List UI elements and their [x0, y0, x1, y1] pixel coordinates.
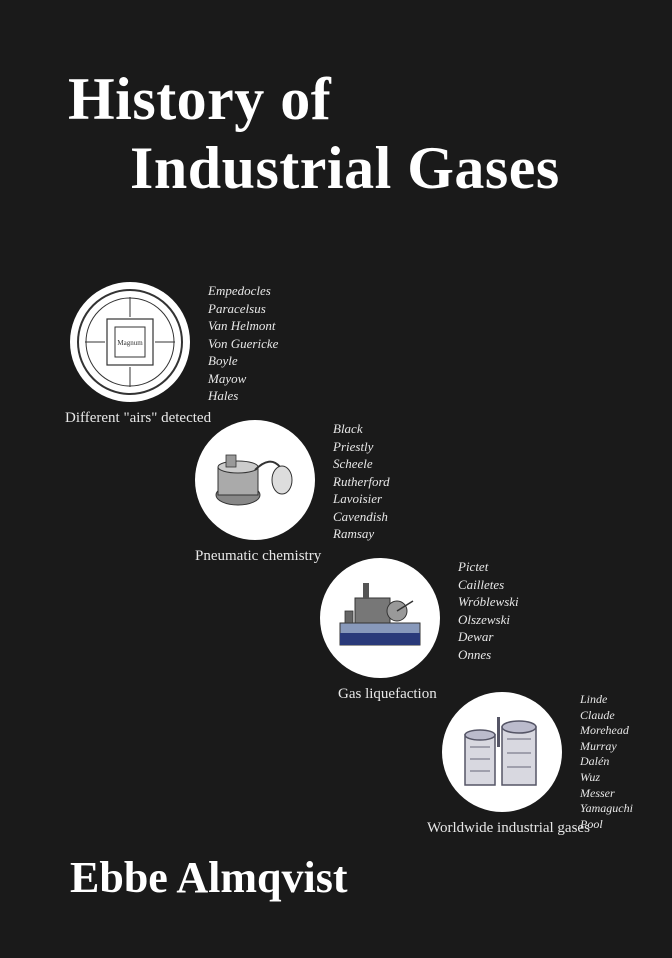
name: Dewar	[458, 628, 519, 646]
name: Lavoisier	[333, 490, 390, 508]
medallion-machine	[320, 558, 440, 678]
name: Van Helmont	[208, 317, 278, 335]
section-pneumatic: Black Priestly Scheele Rutherford Lavois…	[195, 420, 390, 543]
liquefaction-machine-icon	[325, 563, 435, 673]
name: Von Guericke	[208, 335, 278, 353]
name: Olszewski	[458, 611, 519, 629]
caption-3: Gas liquefaction	[338, 686, 437, 703]
author-name: Ebbe Almqvist	[70, 852, 348, 903]
name: Pictet	[458, 558, 519, 576]
section-airs: Magnum Empedocles Paracelsus Van Helmont…	[70, 282, 278, 405]
names-list-3: Pictet Cailletes Wróblewski Olszewski De…	[458, 558, 519, 663]
section-worldwide: Linde Claude Morehead Murray Dalén Wuz M…	[442, 692, 633, 832]
svg-text:Magnum: Magnum	[117, 339, 143, 347]
name: Empedocles	[208, 282, 278, 300]
name: Yamaguchi	[580, 801, 633, 817]
name: Scheele	[333, 455, 390, 473]
names-list-2: Black Priestly Scheele Rutherford Lavois…	[333, 420, 390, 543]
title-block: History of Industrial Gases	[50, 55, 622, 203]
industrial-tanks-icon	[447, 697, 557, 807]
name: Mayow	[208, 370, 278, 388]
name: Boyle	[208, 352, 278, 370]
section-liquefaction: Pictet Cailletes Wróblewski Olszewski De…	[320, 558, 519, 678]
names-list-1: Empedocles Paracelsus Van Helmont Von Gu…	[208, 282, 278, 405]
name: Black	[333, 420, 390, 438]
name: Murray	[580, 739, 633, 755]
name: Claude	[580, 708, 633, 724]
name: Priestly	[333, 438, 390, 456]
name: Rutherford	[333, 473, 390, 491]
name: Cailletes	[458, 576, 519, 594]
name: Linde	[580, 692, 633, 708]
caption-2: Pneumatic chemistry	[195, 548, 321, 565]
medallion-tanks	[442, 692, 562, 812]
apparatus-icon	[200, 425, 310, 535]
name: Wróblewski	[458, 593, 519, 611]
name: Cavendish	[333, 508, 390, 526]
alchemical-seal-icon: Magnum	[75, 287, 185, 397]
name: Onnes	[458, 646, 519, 664]
name: Hales	[208, 387, 278, 405]
name: Morehead	[580, 723, 633, 739]
title-line-1: History of	[68, 65, 622, 134]
title-line-2: Industrial Gases	[68, 134, 622, 203]
medallion-seal: Magnum	[70, 282, 190, 402]
name: Wuz	[580, 770, 633, 786]
name: Messer	[580, 786, 633, 802]
name: Ramsay	[333, 525, 390, 543]
name: Paracelsus	[208, 300, 278, 318]
names-list-4: Linde Claude Morehead Murray Dalén Wuz M…	[580, 692, 633, 832]
medallion-apparatus	[195, 420, 315, 540]
book-cover: History of Industrial Gases Magnum Emped…	[0, 0, 672, 958]
caption-4: Worldwide industrial gases	[427, 820, 627, 837]
name: Dalén	[580, 754, 633, 770]
